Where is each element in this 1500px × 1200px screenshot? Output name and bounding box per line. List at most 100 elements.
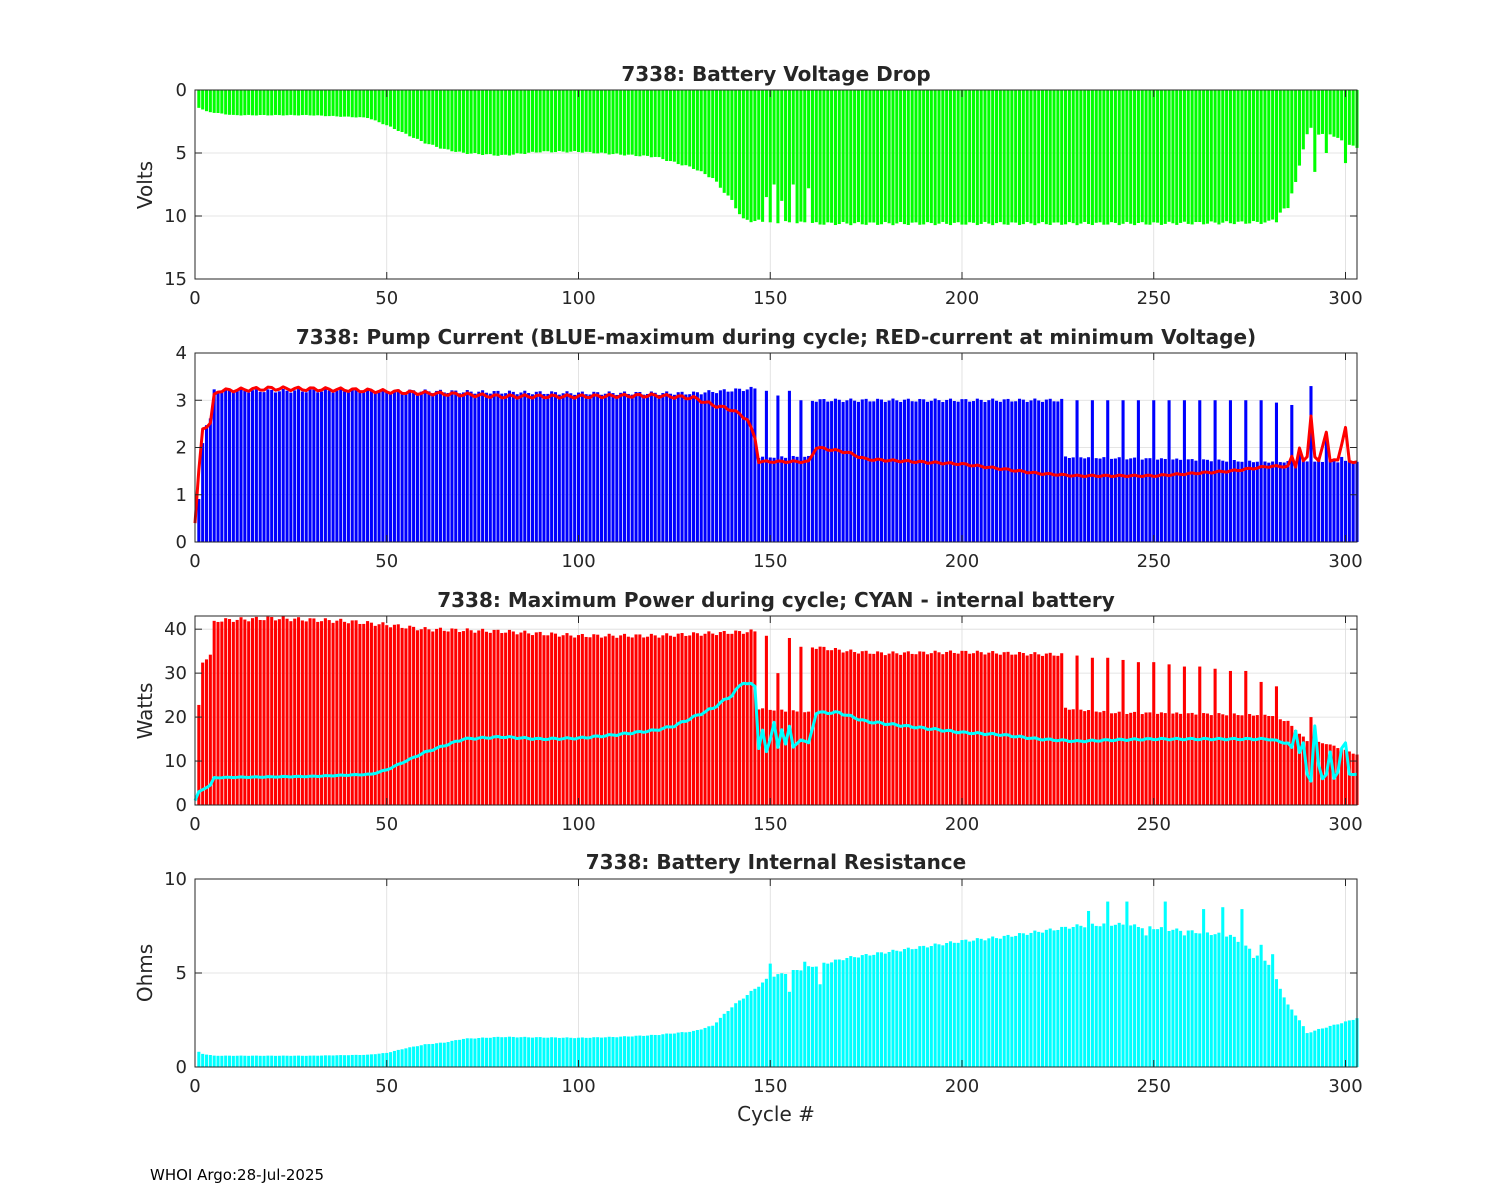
bar [1190, 930, 1194, 1067]
bar [1117, 457, 1121, 542]
bar [550, 90, 554, 153]
bar [300, 391, 304, 542]
bar [1194, 90, 1198, 223]
bar [1186, 459, 1190, 542]
y-tick-label: 5 [176, 143, 187, 164]
bar [841, 90, 845, 222]
bar [469, 1038, 473, 1067]
bar [761, 456, 765, 542]
bar [339, 618, 343, 805]
bar [1202, 90, 1206, 225]
bar [1094, 711, 1098, 805]
bar [354, 90, 358, 118]
bar [477, 630, 481, 805]
bar [945, 399, 949, 542]
bar [1186, 90, 1190, 224]
bar [381, 622, 385, 805]
bar [776, 395, 780, 542]
bar [998, 938, 1002, 1067]
x-tick-label: 0 [189, 551, 200, 572]
bar [1282, 462, 1286, 542]
bar [937, 400, 941, 542]
bar [584, 90, 588, 152]
bar [887, 653, 891, 805]
bar [1351, 753, 1355, 805]
bar [680, 90, 684, 166]
bar [576, 1037, 581, 1067]
bar [638, 1035, 642, 1067]
bar [615, 394, 619, 542]
bar [768, 90, 772, 223]
bar [204, 425, 209, 542]
bar [1347, 751, 1351, 805]
bar [837, 399, 841, 542]
bar [381, 388, 385, 542]
bar [772, 976, 776, 1067]
bar [277, 90, 281, 116]
bar [412, 1046, 416, 1067]
bar [316, 1055, 320, 1067]
bar [1064, 90, 1068, 225]
bar [1274, 90, 1278, 223]
bar [998, 90, 1002, 223]
bar [1228, 934, 1232, 1067]
bar [1297, 452, 1302, 542]
bar [803, 90, 807, 223]
x-tick-label: 250 [1137, 814, 1171, 835]
bar [1324, 1027, 1328, 1067]
bar [1171, 929, 1175, 1067]
bar [412, 90, 416, 138]
bar [392, 90, 396, 129]
bar [373, 392, 377, 542]
bar [507, 90, 511, 156]
bar [665, 1033, 669, 1067]
bar [822, 646, 826, 805]
bar [293, 1055, 297, 1067]
bar [1071, 457, 1075, 542]
bar [1021, 653, 1025, 805]
y-tick-label: 0 [176, 80, 187, 101]
bar [1136, 926, 1140, 1067]
bar [323, 1055, 327, 1067]
x-tick-label: 150 [753, 288, 787, 309]
bar [385, 625, 389, 805]
plot-area [195, 616, 1357, 805]
bar [239, 388, 243, 542]
bar [362, 623, 366, 805]
bar [1152, 90, 1156, 223]
bar [373, 1054, 377, 1067]
bar [377, 624, 381, 805]
bar [530, 394, 535, 542]
bar [1251, 957, 1255, 1067]
bar [715, 1022, 719, 1067]
y-tick-label: 1 [176, 485, 187, 506]
bar [872, 653, 876, 805]
bar [761, 982, 765, 1067]
bar [1297, 733, 1302, 805]
bar [626, 393, 630, 542]
bar [208, 1055, 212, 1067]
y-axis-label: Watts [133, 683, 157, 740]
bar [929, 400, 933, 542]
bar [718, 632, 722, 805]
bar [914, 654, 918, 805]
bar [323, 90, 327, 117]
bar [450, 1040, 454, 1067]
bar [718, 390, 722, 542]
bar [695, 633, 699, 805]
bar [941, 945, 945, 1067]
bar [262, 392, 266, 542]
bar [507, 629, 511, 805]
bar [1133, 457, 1137, 542]
bar [362, 90, 366, 118]
bar [1182, 935, 1186, 1067]
bar [1060, 926, 1064, 1067]
bar [484, 631, 488, 805]
bar [504, 90, 508, 155]
bar [856, 401, 860, 542]
bar [527, 90, 531, 153]
bar [661, 635, 665, 805]
bar [1029, 654, 1033, 805]
bar [968, 653, 972, 805]
bar [438, 90, 442, 149]
